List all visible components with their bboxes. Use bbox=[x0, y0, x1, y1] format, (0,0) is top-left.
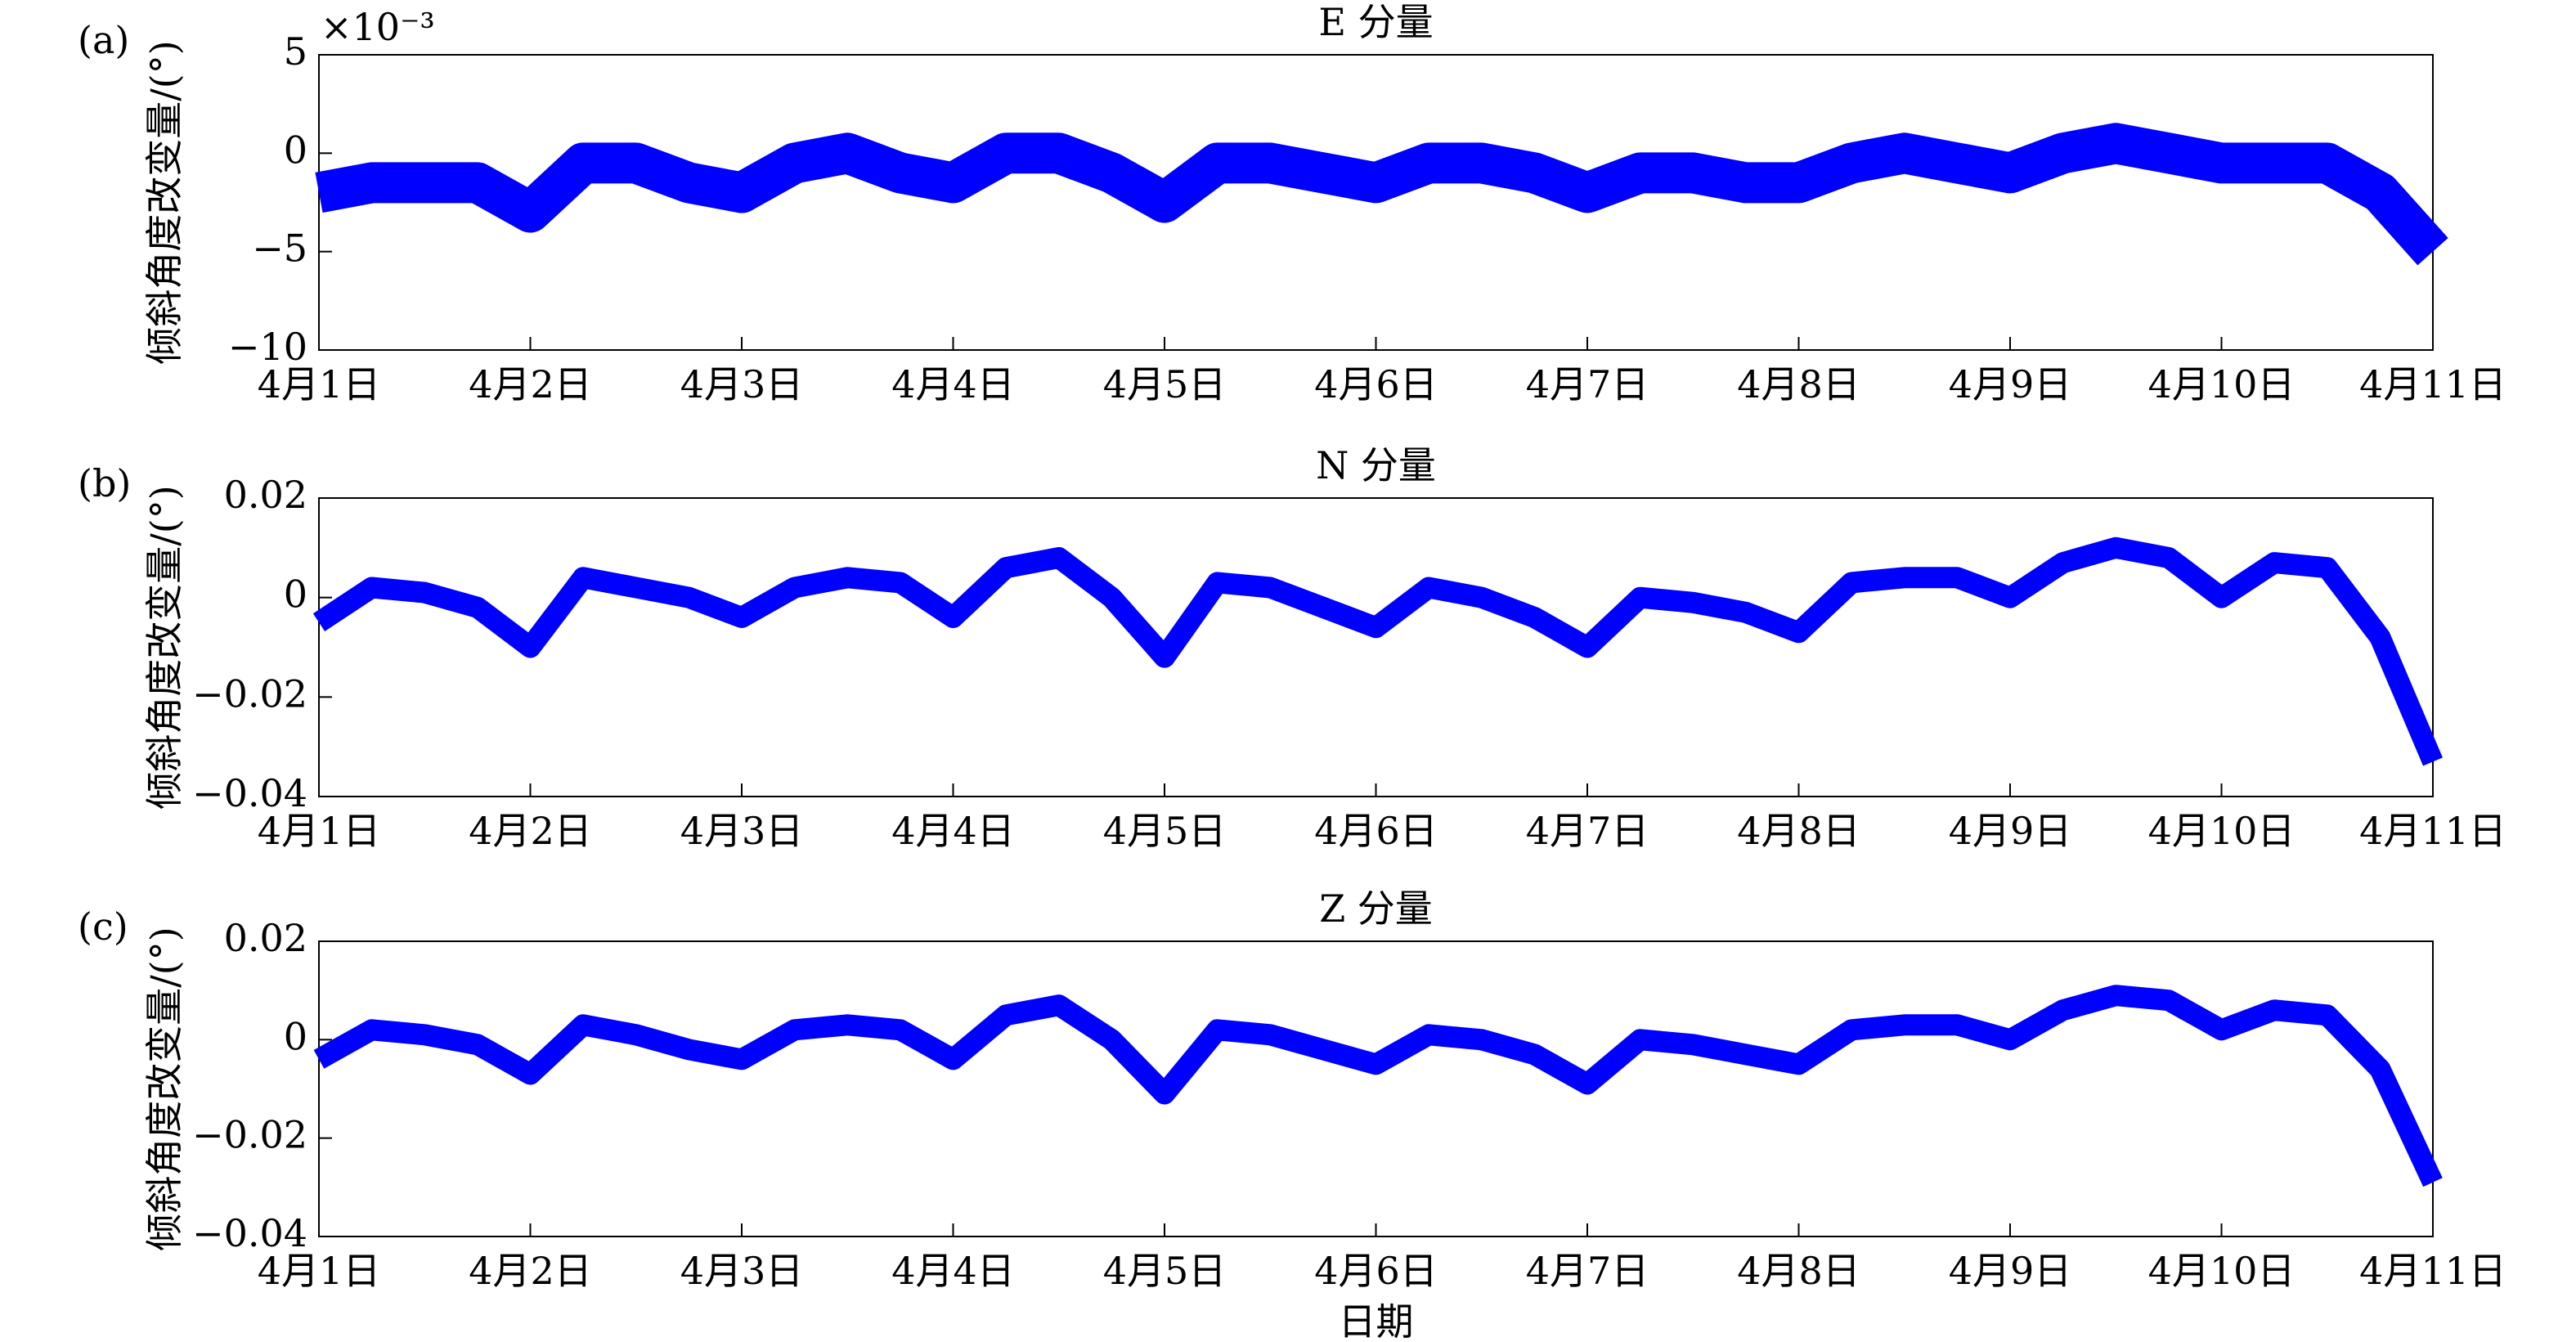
x-tick-label: 4月4日 bbox=[891, 809, 1015, 853]
x-tick-label: 4月7日 bbox=[1526, 1249, 1649, 1293]
y-tick-label: 0 bbox=[284, 1014, 307, 1058]
panel-label: (a) bbox=[78, 18, 129, 62]
x-tick-label: 4月11日 bbox=[2359, 809, 2506, 853]
panel-label: (b) bbox=[78, 461, 131, 505]
data-line bbox=[315, 123, 2448, 266]
x-tick-label: 4月3日 bbox=[680, 1249, 804, 1293]
y-axis-label: 倾斜角度改变量/(°) bbox=[142, 485, 186, 809]
y-tick-label: 5 bbox=[284, 29, 307, 74]
x-tick-label: 4月2日 bbox=[469, 1249, 592, 1293]
y-axis-label: 倾斜角度改变量/(°) bbox=[142, 927, 186, 1250]
panel-title: Z 分量 bbox=[1319, 886, 1433, 931]
y-tick-label: −0.04 bbox=[192, 1211, 307, 1255]
x-tick-label: 4月8日 bbox=[1737, 362, 1860, 406]
x-tick-label: 4月8日 bbox=[1737, 1249, 1860, 1293]
y-tick-label: −0.04 bbox=[192, 771, 307, 815]
y-multiplier: ×10⁻³ bbox=[321, 5, 435, 49]
x-tick-label: 4月11日 bbox=[2359, 1249, 2506, 1293]
x-tick-label: 4月4日 bbox=[891, 1249, 1015, 1293]
x-tick-label: 4月11日 bbox=[2359, 362, 2506, 406]
y-tick-label: −5 bbox=[252, 227, 307, 271]
y-tick-label: −0.02 bbox=[192, 1113, 307, 1157]
y-tick-label: −10 bbox=[228, 325, 307, 369]
x-tick-label: 4月4日 bbox=[891, 362, 1015, 406]
x-tick-label: 4月10日 bbox=[2148, 1249, 2296, 1293]
x-tick-label: 4月6日 bbox=[1314, 809, 1438, 853]
x-tick-label: 4月9日 bbox=[1949, 809, 2072, 853]
x-tick-label: 4月6日 bbox=[1314, 362, 1438, 406]
x-tick-label: 4月5日 bbox=[1103, 1249, 1227, 1293]
x-tick-label: 4月7日 bbox=[1526, 362, 1649, 406]
x-tick-label: 4月9日 bbox=[1949, 362, 2072, 406]
y-tick-label: 0.02 bbox=[224, 473, 307, 517]
x-tick-label: 4月1日 bbox=[258, 362, 381, 406]
x-tick-label: 4月6日 bbox=[1314, 1249, 1438, 1293]
data-line bbox=[313, 985, 2443, 1187]
x-tick-label: 4月9日 bbox=[1949, 1249, 2072, 1293]
panel-title: E 分量 bbox=[1318, 0, 1433, 44]
x-tick-label: 4月10日 bbox=[2148, 362, 2296, 406]
data-line bbox=[312, 536, 2443, 766]
y-axis-label: 倾斜角度改变量/(°) bbox=[142, 40, 186, 364]
x-tick-label: 4月5日 bbox=[1103, 362, 1227, 406]
y-tick-label: −0.02 bbox=[192, 671, 307, 716]
y-tick-label: 0.02 bbox=[224, 916, 307, 960]
x-tick-label: 4月2日 bbox=[469, 362, 592, 406]
x-tick-label: 4月7日 bbox=[1526, 809, 1649, 853]
x-axis-label: 日期 bbox=[1339, 1299, 1414, 1342]
x-tick-label: 4月2日 bbox=[469, 809, 592, 853]
panel-title: N 分量 bbox=[1316, 443, 1436, 487]
x-tick-label: 4月3日 bbox=[680, 809, 804, 853]
x-tick-label: 4月10日 bbox=[2148, 809, 2296, 853]
x-tick-label: 4月1日 bbox=[258, 809, 381, 853]
y-tick-label: 0 bbox=[284, 128, 307, 172]
y-tick-label: 0 bbox=[284, 572, 307, 617]
x-tick-label: 4月5日 bbox=[1103, 809, 1227, 853]
x-tick-label: 4月3日 bbox=[680, 362, 804, 406]
x-tick-label: 4月8日 bbox=[1737, 809, 1860, 853]
panel-label: (c) bbox=[78, 904, 128, 949]
x-tick-label: 4月1日 bbox=[258, 1249, 381, 1293]
